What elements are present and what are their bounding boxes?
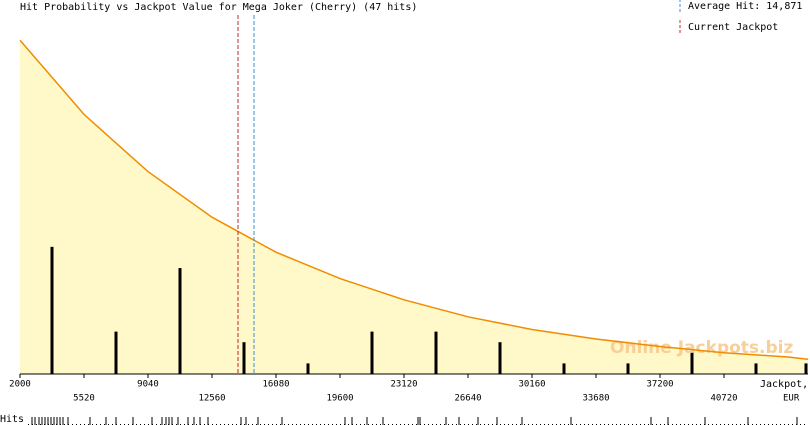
x-tick-label: 9040	[137, 380, 159, 390]
bar	[562, 363, 566, 374]
x-tick-label: 30160	[518, 380, 545, 390]
bar	[626, 363, 630, 374]
x-axis-label: Jackpot,	[760, 379, 808, 390]
x-axis-label: EUR	[783, 394, 800, 404]
x-tick-label: 33680	[582, 394, 609, 404]
x-tick-label: 40720	[710, 394, 737, 404]
curve-area	[20, 40, 808, 375]
legend-label: Current Jackpot	[688, 22, 778, 33]
x-tick-label: 23120	[390, 380, 417, 390]
bar	[178, 268, 182, 374]
bar	[434, 331, 438, 374]
x-tick-label: 26640	[454, 394, 481, 404]
hits-label: Hits	[0, 414, 24, 425]
x-tick-label: 12560	[198, 394, 225, 404]
bar	[690, 352, 694, 374]
chart-title: Hit Probability vs Jackpot Value for Meg…	[20, 2, 417, 13]
bar	[804, 363, 808, 374]
x-tick-label: 5520	[73, 394, 95, 404]
x-tick-label: 37200	[646, 380, 673, 390]
curve-line	[19, 39, 809, 360]
bar	[114, 331, 118, 374]
legend-label: Average Hit: 14,871	[688, 1, 802, 12]
bar	[242, 342, 246, 374]
bar	[498, 342, 502, 374]
bar	[50, 246, 54, 374]
x-tick-label: 19600	[326, 394, 353, 404]
bar	[370, 331, 374, 374]
bar	[754, 363, 758, 374]
bar	[306, 363, 310, 374]
x-tick-label: 16080	[262, 380, 289, 390]
x-tick-label: 2000	[9, 380, 31, 390]
watermark: Online Jackpots.biz	[610, 338, 793, 358]
